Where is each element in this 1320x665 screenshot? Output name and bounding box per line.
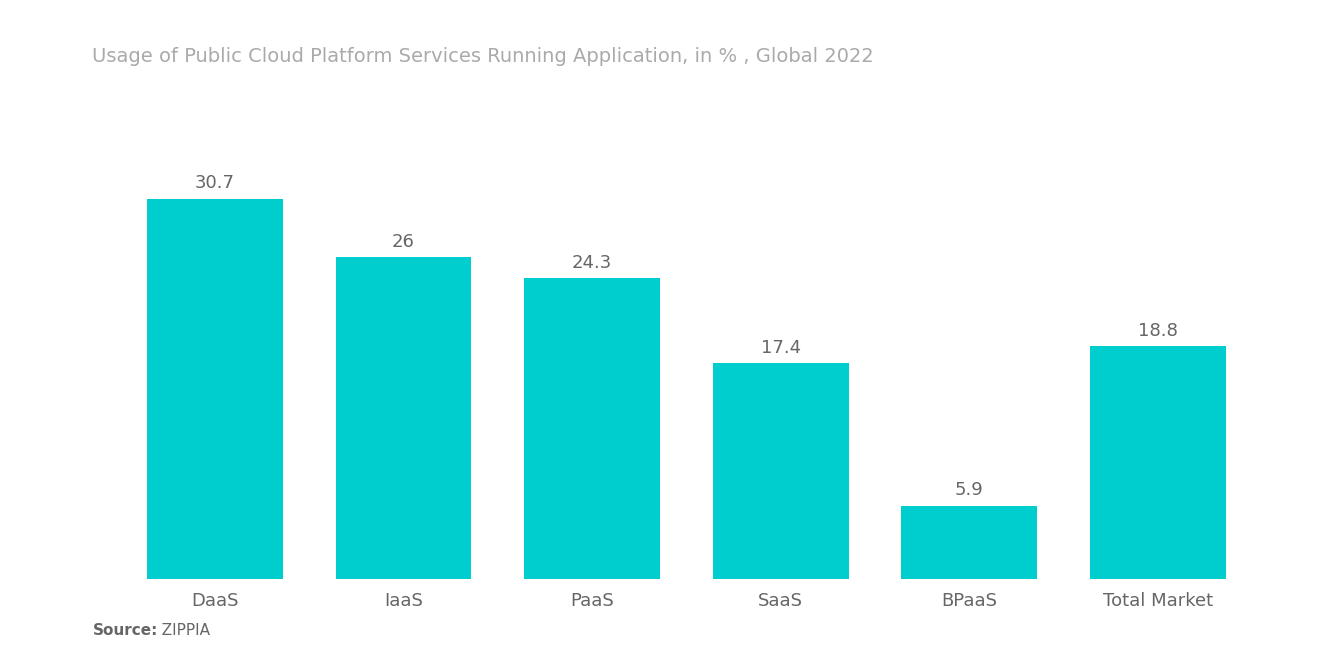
Text: 17.4: 17.4 [760, 339, 801, 357]
Text: Source:: Source: [92, 623, 158, 638]
Bar [902, 505, 1038, 579]
Text: 26: 26 [392, 233, 414, 251]
Text: 30.7: 30.7 [195, 174, 235, 192]
Bar [524, 278, 660, 579]
Text: ZIPPIA: ZIPPIA [152, 623, 210, 638]
Bar [1090, 346, 1226, 579]
Text: 18.8: 18.8 [1138, 322, 1177, 340]
Text: 24.3: 24.3 [572, 253, 612, 271]
Bar [335, 257, 471, 579]
Text: Usage of Public Cloud Platform Services Running Application, in % , Global 2022: Usage of Public Cloud Platform Services … [92, 47, 874, 66]
Text: 5.9: 5.9 [954, 481, 983, 499]
Bar [713, 363, 849, 579]
Bar [147, 199, 282, 579]
